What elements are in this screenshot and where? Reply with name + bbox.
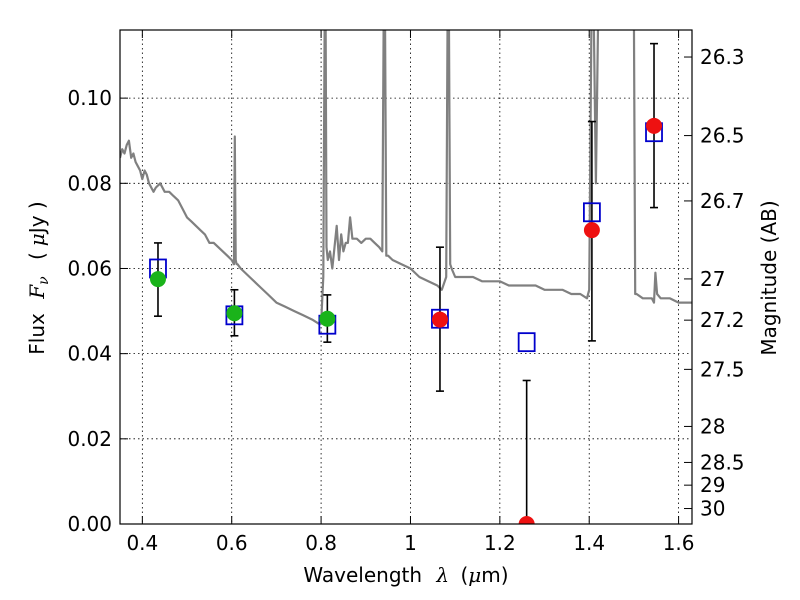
- magnitude-tick-label: 27.2: [700, 308, 745, 332]
- observed-circle-marker: [583, 222, 600, 239]
- observed-circle-marker: [646, 117, 663, 134]
- plot-area: [120, 30, 692, 524]
- magnitude-tick-label: 26.3: [700, 45, 745, 69]
- x-tick-label: 0.4: [126, 531, 158, 555]
- model-square-marker: [517, 332, 536, 353]
- magnitude-tick-label: 30: [700, 497, 725, 521]
- magnitude-tick-label: 29: [700, 473, 725, 497]
- y-tick-label: 0.08: [67, 171, 112, 195]
- magnitude-tick-label: 26.5: [700, 124, 745, 148]
- y-axis-label-subscript: ν: [36, 276, 52, 285]
- x-tick-label: 1.4: [573, 531, 605, 555]
- x-tick-label: 0.8: [305, 531, 337, 555]
- x-axis-label: Wavelength λ (μm): [303, 563, 508, 587]
- y-axis-label-symbol: F: [25, 284, 49, 300]
- model-square-marker: [431, 308, 449, 329]
- plot-frame: [119, 29, 693, 525]
- x-axis-label-text: Wavelength: [303, 563, 422, 587]
- y-tick-label: 0.00: [67, 512, 112, 536]
- magnitude-axis-label: Magnitude (AB): [757, 200, 781, 355]
- magnitude-tick-label: 26.7: [700, 189, 745, 213]
- magnitude-tick-label: 27.5: [700, 357, 745, 381]
- x-axis-label-symbol: λ: [435, 563, 449, 587]
- observed-circle-marker: [319, 310, 336, 327]
- y-tick-label: 0.10: [67, 86, 112, 110]
- y-tick-label: 0.02: [67, 427, 112, 451]
- x-axis-label-unit-rest: m): [481, 563, 508, 587]
- observed-circle-marker: [149, 271, 166, 288]
- y-axis-label-unit-open: (: [25, 252, 49, 260]
- y-axis-label-unit-rest: Jy ): [25, 201, 49, 235]
- x-tick-label: 0.6: [216, 531, 248, 555]
- magnitude-tick-label: 28.5: [700, 450, 745, 474]
- x-axis-label-unit-open: (: [460, 563, 468, 587]
- observed-circle-marker: [518, 516, 535, 524]
- x-tick-label: 1.2: [484, 531, 516, 555]
- observed-circle-marker: [431, 311, 448, 328]
- y-axis-label-text: Flux: [25, 313, 49, 355]
- magnitude-tick-label: 27: [700, 267, 725, 291]
- data-markers: [149, 42, 663, 524]
- observed-circle-marker: [226, 305, 243, 322]
- y-axis-label: Flux Fν ( μJy ): [25, 201, 53, 354]
- magnitude-tick-label: 28: [700, 414, 725, 438]
- model-spectrum-group: [120, 30, 692, 325]
- model-spectrum-line: [120, 30, 692, 325]
- x-tick-label: 1.6: [663, 531, 695, 555]
- y-tick-label: 0.04: [67, 342, 112, 366]
- axis-ticks: 0.4 0.6 0.8 1 1.2 1.4 1.6 0.00 0.02 0.04 0.06 0.08 0…: [67, 30, 745, 555]
- model-square-marker: [583, 202, 601, 223]
- y-axis-label-unit-mu: μ: [25, 233, 49, 246]
- x-axis-label-unit-mu: μ: [468, 563, 481, 587]
- x-tick-label: 1: [404, 531, 417, 555]
- y-tick-label: 0.06: [67, 256, 112, 280]
